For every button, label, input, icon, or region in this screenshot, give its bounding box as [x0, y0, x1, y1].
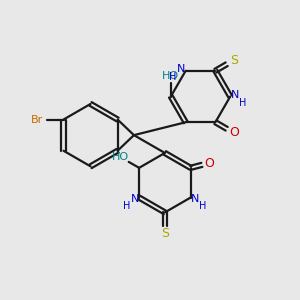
Text: O: O	[229, 126, 239, 139]
Text: H: H	[239, 98, 246, 108]
Text: N: N	[177, 64, 185, 74]
Text: N: N	[130, 194, 139, 204]
Text: H: H	[169, 72, 177, 82]
Text: S: S	[230, 54, 238, 67]
Text: HO: HO	[162, 71, 179, 81]
Text: O: O	[204, 157, 214, 170]
Text: H: H	[200, 201, 207, 211]
Text: N: N	[230, 90, 239, 100]
Text: Br: Br	[31, 115, 43, 124]
Text: S: S	[161, 227, 169, 240]
Text: H: H	[123, 201, 130, 211]
Text: HO: HO	[112, 152, 129, 162]
Text: N: N	[191, 194, 199, 204]
